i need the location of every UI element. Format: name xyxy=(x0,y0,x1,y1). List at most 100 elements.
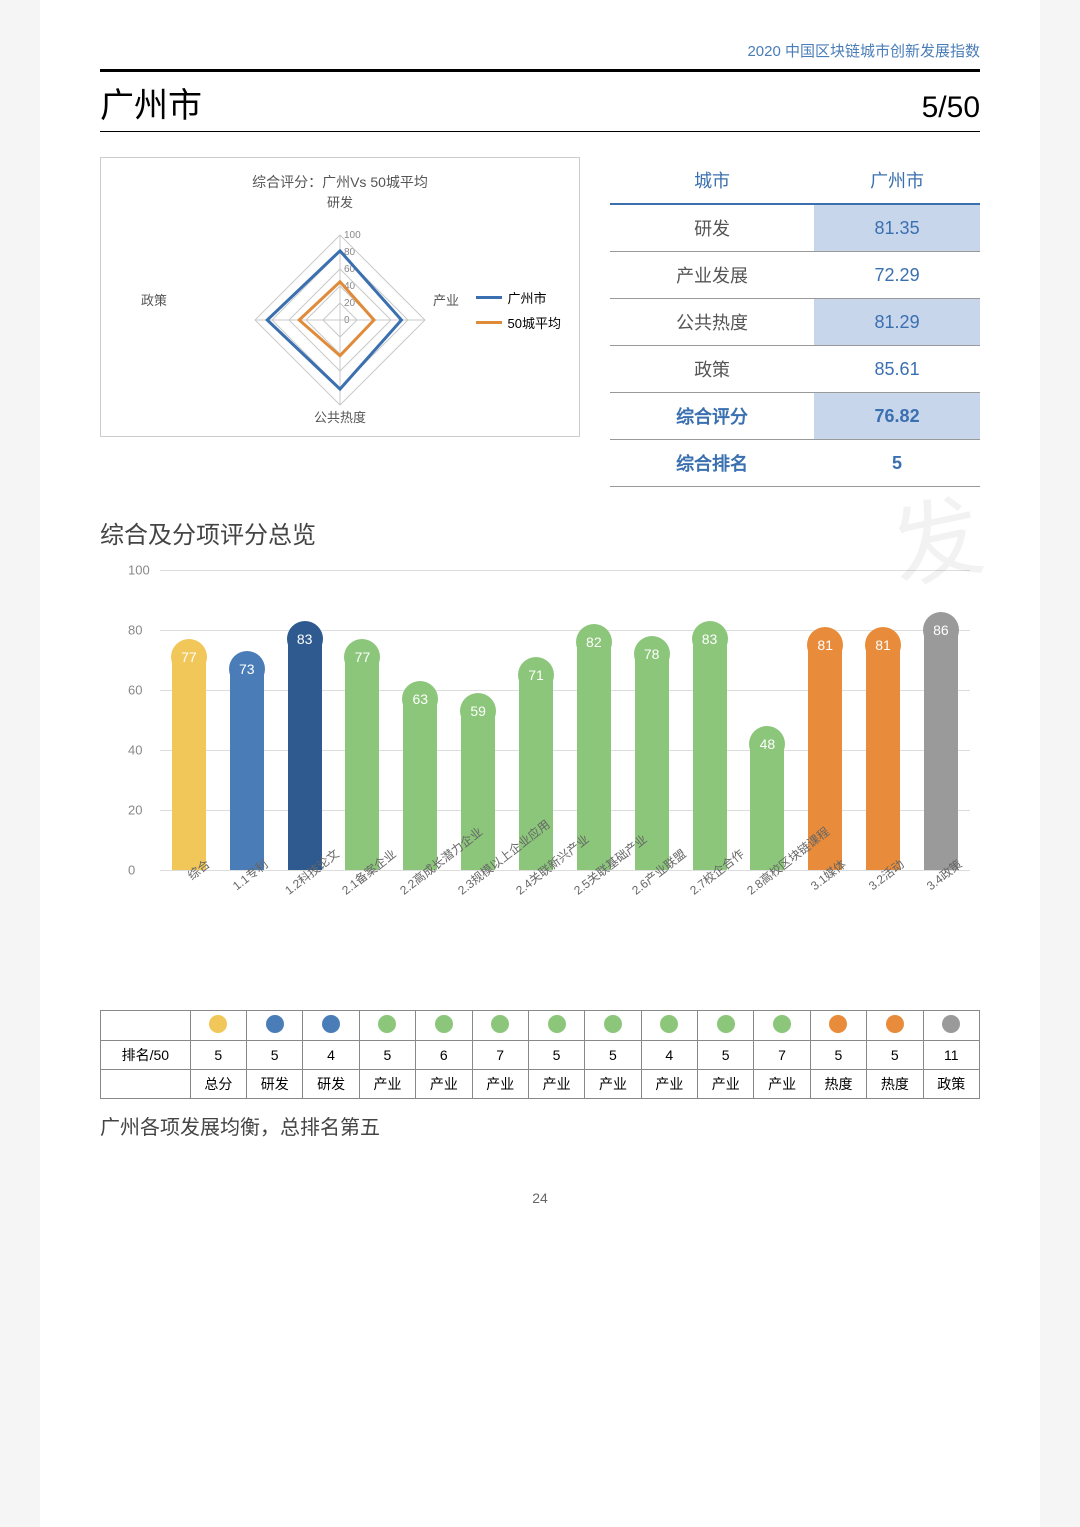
rank-category: 产业 xyxy=(641,1070,697,1099)
top-section: 综合评分：广州Vs 50城平均 020406080100 研发 产业 公共热度 … xyxy=(100,157,980,487)
bar-value: 86 xyxy=(923,612,959,648)
rank-dot xyxy=(717,1015,735,1033)
score-th-1: 广州市 xyxy=(814,157,980,204)
rank-value: 11 xyxy=(923,1041,979,1070)
y-tick: 0 xyxy=(128,863,135,878)
rank-category: 产业 xyxy=(754,1070,810,1099)
rank-category: 热度 xyxy=(810,1070,866,1099)
rank-category: 研发 xyxy=(303,1070,359,1099)
rank-dot xyxy=(604,1015,622,1033)
rank-value: 5 xyxy=(359,1041,415,1070)
bar-value: 73 xyxy=(229,651,265,687)
y-tick: 20 xyxy=(128,803,142,818)
bar-rect xyxy=(693,639,727,870)
rank-table: 排名/50554567554575511 总分研发研发产业产业产业产业产业产业产… xyxy=(100,1010,980,1099)
score-row-value: 85.61 xyxy=(814,346,980,393)
rank-dot xyxy=(209,1015,227,1033)
bar-value: 78 xyxy=(634,636,670,672)
bar-rect xyxy=(345,657,379,870)
radar-chart: 综合评分：广州Vs 50城平均 020406080100 研发 产业 公共热度 … xyxy=(100,157,580,437)
bar-rect xyxy=(924,630,958,870)
rank-category: 产业 xyxy=(359,1070,415,1099)
bar-value: 77 xyxy=(171,639,207,675)
legend-swatch-1 xyxy=(476,321,502,324)
rank-category: 热度 xyxy=(867,1070,923,1099)
rank-dot xyxy=(773,1015,791,1033)
page: 2020 中国区块链城市创新发展指数 广州市 5/50 综合评分：广州Vs 50… xyxy=(40,0,1040,1527)
rank-dot xyxy=(548,1015,566,1033)
rank-category: 产业 xyxy=(528,1070,584,1099)
score-row-value: 5 xyxy=(814,440,980,487)
legend-label-0: 广州市 xyxy=(508,288,547,307)
rank-value: 6 xyxy=(416,1041,472,1070)
rank-value: 5 xyxy=(585,1041,641,1070)
y-tick: 40 xyxy=(128,743,142,758)
score-row-value: 81.35 xyxy=(814,204,980,252)
rank-row-label: 排名/50 xyxy=(101,1041,191,1070)
score-row-label: 综合评分 xyxy=(610,393,814,440)
y-tick: 60 xyxy=(128,683,142,698)
rank-value: 5 xyxy=(867,1041,923,1070)
rank-value: 7 xyxy=(472,1041,528,1070)
rank-value: 5 xyxy=(190,1041,246,1070)
svg-text:100: 100 xyxy=(344,230,361,241)
report-header: 2020 中国区块链城市创新发展指数 xyxy=(100,40,980,61)
rank-category: 研发 xyxy=(247,1070,303,1099)
city-title: 广州市 xyxy=(100,78,202,127)
rank-value: 4 xyxy=(641,1041,697,1070)
rank-category: 产业 xyxy=(472,1070,528,1099)
score-row-label: 政策 xyxy=(610,346,814,393)
legend-label-1: 50城平均 xyxy=(508,313,561,332)
score-row-label: 产业发展 xyxy=(610,252,814,299)
bar-value: 81 xyxy=(807,627,843,663)
rank-dot xyxy=(829,1015,847,1033)
radar-axis-right: 产业 xyxy=(433,290,459,309)
rank-category: 总分 xyxy=(190,1070,246,1099)
radar-axis-left: 政策 xyxy=(141,290,167,309)
rank-category: 产业 xyxy=(416,1070,472,1099)
rank-value: 7 xyxy=(754,1041,810,1070)
section-title: 综合及分项评分总览 xyxy=(100,515,980,550)
divider-thin xyxy=(100,131,980,132)
summary-text: 广州各项发展均衡，总排名第五 xyxy=(100,1111,980,1140)
bar-rect xyxy=(866,645,900,870)
bar-value: 83 xyxy=(692,621,728,657)
rank-dot xyxy=(266,1015,284,1033)
score-row-label: 综合排名 xyxy=(610,440,814,487)
score-row-value: 81.29 xyxy=(814,299,980,346)
rank-category: 政策 xyxy=(923,1070,979,1099)
score-row-value: 76.82 xyxy=(814,393,980,440)
bar-rect xyxy=(230,669,264,870)
bar-value: 59 xyxy=(460,693,496,729)
bar-value: 83 xyxy=(287,621,323,657)
radar-axis-top: 研发 xyxy=(327,192,353,211)
bar-value: 82 xyxy=(576,624,612,660)
bar-rect xyxy=(288,639,322,870)
bar-rect xyxy=(750,744,784,870)
radar-title: 综合评分：广州Vs 50城平均 xyxy=(111,172,569,192)
page-number: 24 xyxy=(100,1190,980,1206)
rank-value: 5 xyxy=(247,1041,303,1070)
title-row: 广州市 5/50 xyxy=(100,78,980,127)
score-row-label: 公共热度 xyxy=(610,299,814,346)
rank-dot xyxy=(378,1015,396,1033)
y-tick: 100 xyxy=(128,563,150,578)
bar-chart: 0204060801007773837763597182788348818186… xyxy=(120,560,970,980)
rank-empty xyxy=(101,1011,191,1041)
score-row-value: 72.29 xyxy=(814,252,980,299)
bar-value: 71 xyxy=(518,657,554,693)
divider-thick xyxy=(100,69,980,72)
rank-empty2 xyxy=(101,1070,191,1099)
score-table: 城市 广州市 研发81.35产业发展72.29公共热度81.29政策85.61综… xyxy=(610,157,980,487)
score-row-label: 研发 xyxy=(610,204,814,252)
rank-value: 5 xyxy=(698,1041,754,1070)
score-th-0: 城市 xyxy=(610,157,814,204)
rank-value: 5 xyxy=(810,1041,866,1070)
rank-dot xyxy=(660,1015,678,1033)
bar-rect xyxy=(172,657,206,870)
bar-value: 81 xyxy=(865,627,901,663)
rank-value: 4 xyxy=(303,1041,359,1070)
radar-legend: 广州市 50城平均 xyxy=(476,288,561,338)
y-tick: 80 xyxy=(128,623,142,638)
legend-swatch-0 xyxy=(476,296,502,299)
